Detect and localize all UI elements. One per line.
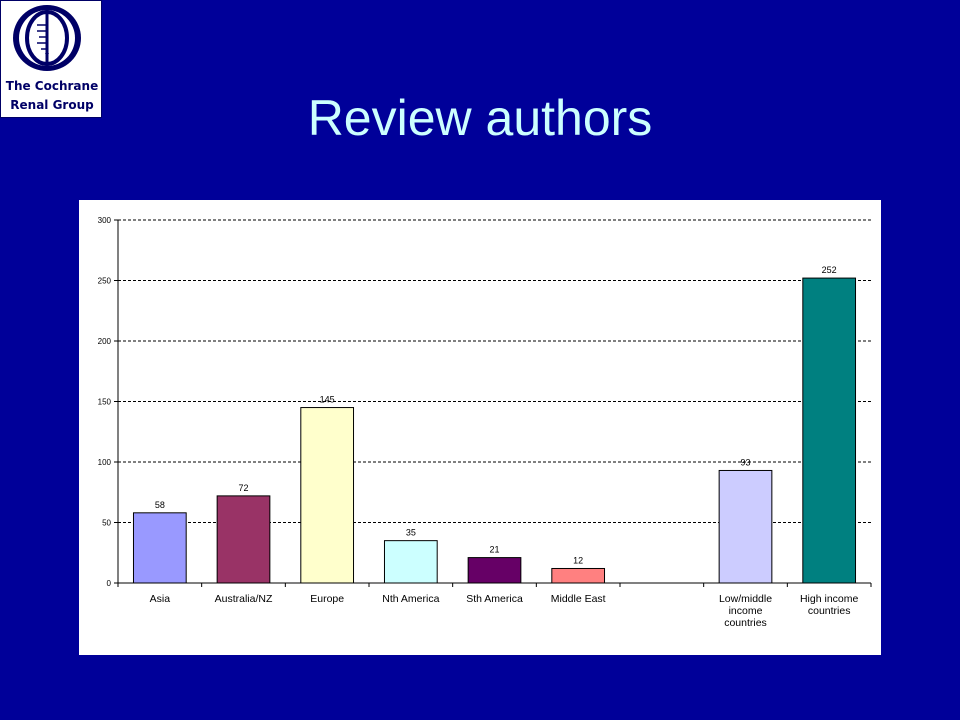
y-tick-label: 250 [98, 277, 112, 286]
data-label: 252 [822, 265, 837, 275]
data-label: 58 [155, 500, 165, 510]
x-tick-label: Sth America [466, 593, 523, 605]
bar [300, 407, 355, 584]
data-label: 93 [740, 457, 750, 467]
data-label: 145 [320, 395, 335, 405]
cochrane-logo-icon [13, 5, 81, 71]
cochrane-logo: The Cochrane Renal Group [0, 0, 102, 118]
x-tick-label: Asia [150, 593, 171, 605]
x-tick-label-line: countries [808, 605, 851, 617]
x-tick-label: Middle East [551, 593, 606, 605]
bar [551, 567, 606, 584]
bar [132, 512, 187, 584]
x-tick-label: Australia/NZ [215, 593, 273, 605]
data-label: 21 [489, 545, 499, 555]
bar [383, 540, 438, 584]
bar [216, 495, 271, 584]
logo-text-line2: Renal Group [10, 98, 94, 112]
y-tick-label: 100 [98, 458, 112, 467]
y-tick-label: 50 [102, 519, 111, 528]
x-tick-label-line: Australia/NZ [215, 593, 273, 605]
y-tick-label: 300 [98, 216, 112, 225]
data-label: 12 [573, 555, 583, 565]
y-tick-label: 150 [98, 398, 112, 407]
bar-chart-svg: 0 50 100 150 200 250 300 58 Asia 72 Australia/NZ 14… [98, 216, 872, 629]
y-tick-label: 0 [107, 579, 112, 588]
x-tick-label-line: Middle East [551, 593, 606, 605]
x-tick-label-line: Low/middle [719, 593, 772, 605]
bar [802, 277, 857, 584]
x-tick-label: Low/middle income countries [719, 593, 772, 629]
x-tick-label-line: Europe [310, 593, 344, 605]
bar [467, 557, 522, 584]
logo-text-line1: The Cochrane [5, 79, 99, 93]
bar-chart: 0 50 100 150 200 250 300 58 Asia 72 Australia/NZ 14… [79, 200, 881, 655]
x-tick-label: Nth America [382, 593, 439, 605]
data-label: 35 [406, 528, 416, 538]
x-tick-label-line: High income [800, 593, 859, 605]
x-tick-label-line: income [729, 605, 763, 617]
x-tick-label: High income countries [800, 593, 859, 617]
x-tick-label-line: Nth America [382, 593, 439, 605]
y-tick-label: 200 [98, 337, 112, 346]
x-tick-label-line: Sth America [466, 593, 523, 605]
x-tick-label-line: Asia [150, 593, 171, 605]
slide-title: Review authors [307, 90, 653, 146]
data-label: 72 [238, 483, 248, 493]
bar [718, 469, 773, 584]
x-tick-label: Europe [310, 593, 344, 605]
x-tick-label-line: countries [724, 617, 767, 629]
